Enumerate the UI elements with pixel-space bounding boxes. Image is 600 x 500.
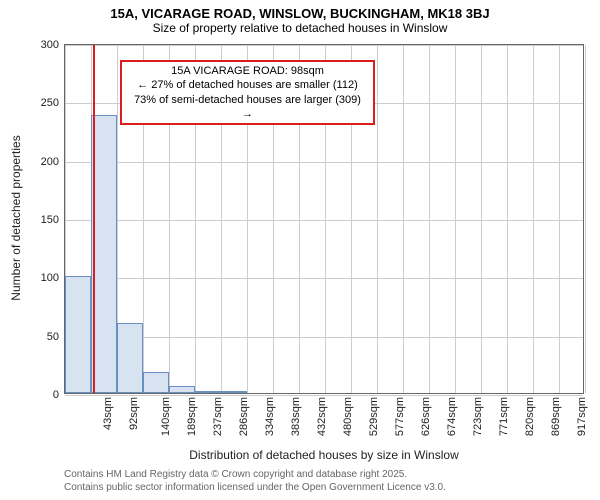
x-tick-label: 820sqm xyxy=(524,397,536,436)
x-tick-label: 771sqm xyxy=(498,397,510,436)
footer-attribution: Contains HM Land Registry data © Crown c… xyxy=(64,468,446,494)
histogram-bar xyxy=(221,391,247,393)
x-tick-label: 334sqm xyxy=(264,397,276,436)
x-tick-label: 723sqm xyxy=(472,397,484,436)
chart-title-line1: 15A, VICARAGE ROAD, WINSLOW, BUCKINGHAM,… xyxy=(0,0,600,21)
x-tick-label: 140sqm xyxy=(160,397,172,436)
x-tick-label: 92sqm xyxy=(128,397,140,430)
gridline-vertical xyxy=(533,45,534,393)
histogram-bar xyxy=(143,372,169,393)
x-tick-label: 529sqm xyxy=(368,397,380,436)
x-tick-label: 383sqm xyxy=(290,397,302,436)
x-tick-label: 432sqm xyxy=(316,397,328,436)
gridline-horizontal xyxy=(65,395,583,396)
gridline-vertical xyxy=(377,45,378,393)
annotation-line: ← 27% of detached houses are smaller (11… xyxy=(128,78,367,92)
x-axis-label: Distribution of detached houses by size … xyxy=(64,448,584,462)
y-tick-label: 100 xyxy=(41,272,59,284)
gridline-vertical xyxy=(429,45,430,393)
y-tick-label: 250 xyxy=(41,97,59,109)
annotation-box: 15A VICARAGE ROAD: 98sqm← 27% of detache… xyxy=(120,60,375,125)
annotation-line: 73% of semi-detached houses are larger (… xyxy=(128,93,367,122)
x-tick-label: 286sqm xyxy=(238,397,250,436)
gridline-vertical xyxy=(585,45,586,393)
property-marker-line xyxy=(93,45,95,393)
footer-line1: Contains HM Land Registry data © Crown c… xyxy=(64,468,446,481)
gridline-vertical xyxy=(481,45,482,393)
histogram-bar xyxy=(195,391,221,393)
gridline-vertical xyxy=(559,45,560,393)
x-tick-label: 869sqm xyxy=(550,397,562,436)
y-axis-label: Number of detached properties xyxy=(9,118,23,318)
y-tick-label: 300 xyxy=(41,39,59,51)
chart-title-line2: Size of property relative to detached ho… xyxy=(0,21,600,39)
annotation-line: 15A VICARAGE ROAD: 98sqm xyxy=(128,64,367,78)
x-tick-label: 237sqm xyxy=(212,397,224,436)
histogram-bar xyxy=(65,276,91,393)
y-tick-label: 50 xyxy=(47,331,59,343)
y-tick-label: 0 xyxy=(53,389,59,401)
x-tick-label: 43sqm xyxy=(102,397,114,430)
y-tick-label: 150 xyxy=(41,214,59,226)
footer-line2: Contains public sector information licen… xyxy=(64,481,446,494)
x-tick-label: 626sqm xyxy=(420,397,432,436)
gridline-vertical xyxy=(455,45,456,393)
gridline-vertical xyxy=(507,45,508,393)
gridline-vertical xyxy=(403,45,404,393)
histogram-bar xyxy=(117,323,143,393)
x-tick-label: 577sqm xyxy=(394,397,406,436)
x-tick-label: 674sqm xyxy=(446,397,458,436)
x-tick-label: 189sqm xyxy=(186,397,198,436)
histogram-bar xyxy=(169,386,195,393)
x-tick-label: 917sqm xyxy=(576,397,588,436)
x-tick-label: 480sqm xyxy=(342,397,354,436)
y-tick-label: 200 xyxy=(41,156,59,168)
chart-plot-area: 05010015020025030043sqm92sqm140sqm189sqm… xyxy=(64,44,584,394)
